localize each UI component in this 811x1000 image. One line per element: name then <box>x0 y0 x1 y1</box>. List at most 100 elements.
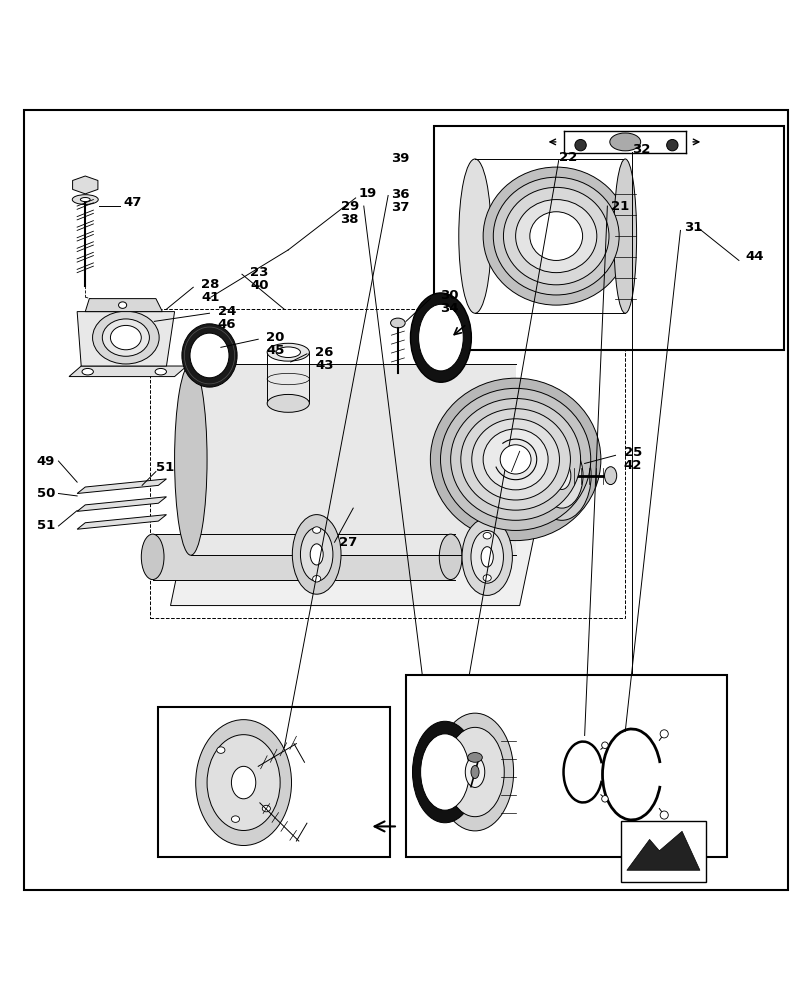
Ellipse shape <box>440 388 590 530</box>
Ellipse shape <box>267 343 309 361</box>
Ellipse shape <box>659 730 667 738</box>
Ellipse shape <box>312 576 320 582</box>
Ellipse shape <box>207 735 280 830</box>
Ellipse shape <box>141 534 164 580</box>
Text: 47: 47 <box>123 196 142 209</box>
Text: 26: 26 <box>315 346 333 359</box>
Ellipse shape <box>515 200 596 273</box>
Polygon shape <box>170 508 539 606</box>
Ellipse shape <box>532 431 590 520</box>
Ellipse shape <box>467 753 482 762</box>
Ellipse shape <box>471 419 559 500</box>
Ellipse shape <box>80 198 90 202</box>
Text: 43: 43 <box>315 359 333 372</box>
Ellipse shape <box>92 311 159 364</box>
Text: 51: 51 <box>156 461 174 474</box>
Ellipse shape <box>174 364 207 555</box>
Ellipse shape <box>231 766 255 799</box>
Text: 44: 44 <box>744 250 763 263</box>
Text: 40: 40 <box>250 279 268 292</box>
Ellipse shape <box>310 544 323 565</box>
Bar <box>152 534 454 580</box>
Polygon shape <box>77 312 174 366</box>
Ellipse shape <box>601 742 607 748</box>
Ellipse shape <box>609 133 640 151</box>
Ellipse shape <box>292 515 341 594</box>
Ellipse shape <box>102 319 149 356</box>
Polygon shape <box>72 176 98 194</box>
Ellipse shape <box>418 304 462 371</box>
Ellipse shape <box>231 816 239 822</box>
Polygon shape <box>77 515 166 529</box>
Polygon shape <box>69 366 187 377</box>
Text: 50: 50 <box>36 487 55 500</box>
Text: 25: 25 <box>623 446 641 459</box>
Ellipse shape <box>461 409 569 510</box>
Ellipse shape <box>110 325 141 350</box>
Ellipse shape <box>574 139 586 151</box>
Text: 38: 38 <box>340 213 358 226</box>
Ellipse shape <box>450 398 580 520</box>
Text: 34: 34 <box>440 302 458 315</box>
Text: 29: 29 <box>341 200 358 213</box>
Bar <box>158 707 389 857</box>
Bar <box>191 364 515 555</box>
Ellipse shape <box>439 534 461 580</box>
Ellipse shape <box>503 187 608 285</box>
Text: 37: 37 <box>391 201 410 214</box>
Text: 19: 19 <box>358 187 376 200</box>
Ellipse shape <box>552 462 570 489</box>
Text: 46: 46 <box>217 318 236 331</box>
Ellipse shape <box>82 368 93 375</box>
Ellipse shape <box>182 324 237 387</box>
Ellipse shape <box>483 167 629 305</box>
Text: 41: 41 <box>201 291 220 304</box>
Ellipse shape <box>666 139 677 151</box>
Ellipse shape <box>613 159 636 313</box>
Ellipse shape <box>190 333 229 378</box>
Polygon shape <box>77 479 166 494</box>
Ellipse shape <box>262 805 270 812</box>
Ellipse shape <box>445 727 504 817</box>
Text: 45: 45 <box>266 344 285 357</box>
Ellipse shape <box>493 177 618 295</box>
Bar <box>434 126 783 350</box>
Ellipse shape <box>412 721 477 823</box>
Ellipse shape <box>483 575 491 581</box>
Ellipse shape <box>483 532 491 539</box>
Ellipse shape <box>312 527 320 533</box>
Ellipse shape <box>470 530 503 583</box>
Ellipse shape <box>540 443 582 508</box>
Polygon shape <box>85 299 162 312</box>
Text: 23: 23 <box>250 266 268 279</box>
Ellipse shape <box>430 378 600 541</box>
Ellipse shape <box>659 811 667 819</box>
Ellipse shape <box>390 318 405 328</box>
Bar <box>620 821 706 882</box>
Ellipse shape <box>461 518 512 595</box>
Ellipse shape <box>465 757 484 787</box>
Text: 51: 51 <box>37 519 55 532</box>
Text: 31: 31 <box>683 221 702 234</box>
Ellipse shape <box>217 747 225 753</box>
Ellipse shape <box>470 766 478 779</box>
Ellipse shape <box>276 347 300 357</box>
Text: 36: 36 <box>391 188 410 201</box>
Text: 42: 42 <box>623 459 642 472</box>
Text: 39: 39 <box>391 152 410 165</box>
Ellipse shape <box>458 159 491 313</box>
Polygon shape <box>77 497 166 511</box>
Ellipse shape <box>300 528 333 581</box>
Ellipse shape <box>601 796 607 802</box>
Text: 32: 32 <box>631 143 650 156</box>
Text: 22: 22 <box>558 151 576 164</box>
Ellipse shape <box>420 734 469 810</box>
Ellipse shape <box>267 394 309 412</box>
Ellipse shape <box>603 467 616 485</box>
Text: 28: 28 <box>201 278 220 291</box>
Ellipse shape <box>118 302 127 308</box>
Text: 24: 24 <box>217 305 236 318</box>
Ellipse shape <box>155 368 166 375</box>
Polygon shape <box>626 831 699 870</box>
Ellipse shape <box>195 720 291 846</box>
